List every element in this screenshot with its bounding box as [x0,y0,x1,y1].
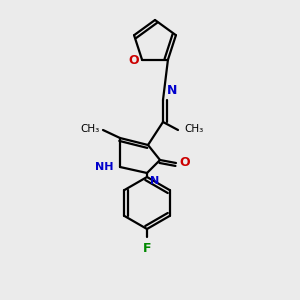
Text: N: N [167,84,177,97]
Text: O: O [179,157,190,169]
Text: O: O [128,54,139,67]
Text: N: N [150,176,159,186]
Text: CH₃: CH₃ [81,124,100,134]
Text: NH: NH [95,162,114,172]
Text: F: F [143,242,151,255]
Text: CH₃: CH₃ [184,124,203,134]
